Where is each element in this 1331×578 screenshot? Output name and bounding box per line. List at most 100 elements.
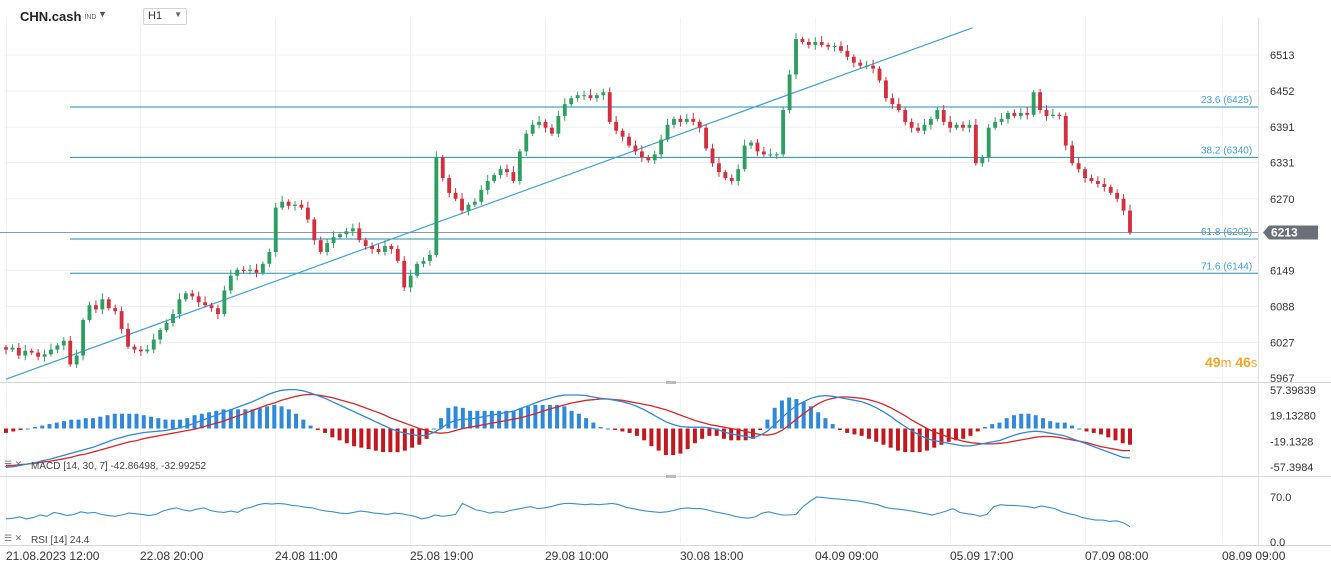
macd-histogram-bar (917, 428, 922, 453)
candle-body (350, 228, 355, 232)
macd-histogram-bar (671, 428, 676, 456)
candle-body (1128, 210, 1132, 233)
timeframe-select[interactable]: H1 ▼ (143, 8, 187, 25)
trend-line (5, 27, 973, 380)
candle-body (1108, 186, 1113, 193)
macd-histogram-bar (816, 412, 821, 429)
symbol-selector[interactable]: CHN.cash IND (20, 9, 96, 24)
last-price-label: 6213 (1271, 225, 1298, 239)
macd-histogram-bar (576, 413, 581, 429)
macd-histogram-bar (11, 428, 16, 432)
macd-histogram-bar (1091, 428, 1096, 433)
countdown-minutes-unit: m (1220, 355, 1232, 370)
candle-body (678, 118, 683, 122)
macd-histogram-bar (1069, 425, 1074, 429)
candle-body (594, 95, 599, 99)
macd-histogram-bar (207, 412, 212, 429)
candle-body (338, 234, 342, 238)
candle-body (286, 201, 291, 206)
macd-histogram-bar (62, 421, 67, 429)
candle-body (23, 350, 28, 356)
macd-settings-icon[interactable]: ☰ ✕ (4, 459, 23, 469)
macd-histogram-bar (765, 419, 770, 429)
macd-histogram-bar (678, 428, 683, 454)
candle-body (395, 249, 400, 261)
candle-body (16, 347, 21, 356)
candle-body (517, 151, 522, 182)
candle-body (280, 201, 285, 208)
candle-body (376, 249, 381, 252)
macd-histogram-bar (265, 406, 270, 429)
candle-body (440, 157, 445, 179)
candle-body (672, 118, 676, 125)
macd-histogram-bar (895, 428, 900, 451)
macd-histogram-bar (1048, 421, 1053, 429)
candle-body (787, 74, 792, 111)
macd-histogram-bar (388, 428, 393, 453)
candle-body (1031, 92, 1036, 115)
trend-line-layer[interactable] (5, 27, 973, 380)
rsi-settings-icon[interactable]: ☰ ✕ (4, 533, 23, 543)
macd-histogram-bar (968, 428, 973, 436)
candles (4, 33, 1132, 368)
candle-body (68, 340, 73, 365)
macd-histogram-bar (163, 419, 168, 429)
macd-histogram-bar (1011, 415, 1016, 429)
candle-body (941, 110, 946, 122)
fib-level-label: 71.6 (6144) (1201, 261, 1252, 272)
fibonacci-levels[interactable]: 23.6 (6425)38.2 (6340)61.8 (6202)71.6 (6… (0, 95, 1258, 274)
candle-body (774, 154, 779, 156)
candle-body (427, 254, 432, 261)
candle-body (408, 275, 413, 288)
candle-body (543, 121, 548, 128)
candle-body (967, 124, 972, 128)
candle-body (74, 355, 79, 365)
macd-histogram-bar (714, 428, 719, 436)
candle-body (402, 260, 407, 288)
candle-body (524, 133, 529, 152)
candle-body (1121, 198, 1126, 211)
candle-body (749, 142, 753, 146)
macd-histogram-bar (1062, 422, 1067, 429)
candle-body (620, 130, 625, 137)
macd-histogram-bar (663, 428, 668, 456)
macd-histogram-bar (620, 428, 625, 432)
macd-histogram-bar (424, 428, 429, 439)
macd-histogram-bar (337, 428, 342, 441)
price-tick-label: 6027 (1270, 338, 1294, 350)
macd-histogram-bar (141, 415, 146, 429)
candle-body (293, 204, 297, 206)
rsi-pane (5, 496, 1131, 528)
candle-body (575, 95, 580, 99)
macd-histogram-bar (98, 416, 103, 429)
macd-histogram-bar (1120, 428, 1125, 444)
time-tick-label: 24.08 11:00 (275, 549, 338, 563)
macd-histogram-bar (808, 406, 813, 429)
candle-body (717, 163, 721, 173)
macd-histogram-bar (990, 424, 995, 429)
candle-body (164, 322, 169, 331)
candle-body (845, 50, 850, 57)
candle-body (800, 39, 805, 42)
candle-body (305, 207, 310, 220)
candle-body (884, 80, 888, 99)
countdown-minutes: 49 (1205, 354, 1221, 370)
macd-histogram-bar (54, 422, 59, 429)
candle-body (389, 246, 394, 250)
candle-body (1057, 114, 1062, 116)
price-tick-label: 6270 (1270, 194, 1294, 206)
candle-body (986, 127, 991, 158)
candle-body (1012, 112, 1017, 116)
macd-histogram-bar (859, 428, 864, 436)
macd-histogram-bar (134, 413, 139, 429)
macd-signal-line (6, 393, 1130, 467)
macd-histogram-bar (1098, 428, 1103, 435)
candle-body (492, 175, 497, 182)
candle-body (183, 293, 188, 300)
macd-histogram-bar (982, 427, 987, 429)
macd-histogram-bar (344, 428, 349, 444)
symbol-dropdown-icon[interactable]: ▼ (98, 9, 107, 19)
chevron-down-icon: ▼ (174, 10, 182, 19)
